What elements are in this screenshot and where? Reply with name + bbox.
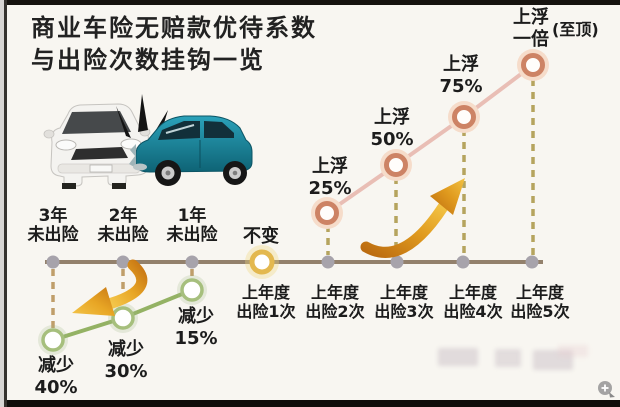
label-increase-75: 上浮 75% [439, 54, 483, 97]
axis-dots [46, 255, 539, 269]
label-no-claim-2y: 2年 未出险 [97, 206, 149, 245]
car-crash-illustration [43, 94, 253, 189]
watermark-blur [495, 349, 521, 367]
label-claims-1: 上年度 出险1次 [236, 283, 296, 321]
blue-car [129, 115, 253, 186]
title-line-1: 商业车险无赔款优待系数 [31, 14, 317, 42]
watermark-blur [533, 350, 573, 370]
unchanged-marker [245, 245, 279, 279]
label-claims-4: 上年度 出险4次 [443, 283, 503, 321]
watermark-blur [438, 348, 478, 366]
label-no-claim-3y: 3年 未出险 [27, 206, 79, 245]
label-claims-2: 上年度 出险2次 [305, 283, 365, 321]
title-line-2: 与出险次数挂钩一览 [31, 46, 265, 74]
watermark-blur [558, 345, 588, 357]
page-title: 商业车险无赔款优待系数 与出险次数挂钩一览 [31, 12, 317, 76]
arrow-up-right-icon [360, 178, 465, 258]
bottom-border [0, 400, 620, 407]
label-increase-25: 上浮 25% [308, 156, 352, 199]
label-claims-3: 上年度 出险3次 [374, 283, 434, 321]
label-increase-50: 上浮 50% [370, 107, 414, 150]
label-capped: (至顶) [552, 20, 599, 39]
label-decrease-30: 减少 30% [104, 339, 148, 382]
label-decrease-15: 减少 15% [174, 306, 218, 349]
label-no-claim-1y: 1年 未出险 [166, 206, 218, 245]
decrease-markers [38, 275, 207, 355]
left-edge-line [4, 0, 7, 407]
left-edge-strip [0, 0, 4, 407]
label-claims-5: 上年度 出险5次 [510, 283, 570, 321]
label-decrease-40: 减少 40% [34, 355, 78, 398]
top-border [0, 0, 620, 5]
dashed-guides-right [326, 79, 535, 255]
arrow-down-left-icon [72, 259, 148, 316]
increase-markers [311, 49, 549, 229]
zoom-watermark-icon [598, 381, 615, 398]
increase-line [325, 63, 535, 215]
label-unchanged: 不变 [243, 226, 279, 247]
label-increase-double: 上浮 一倍 [513, 7, 549, 50]
